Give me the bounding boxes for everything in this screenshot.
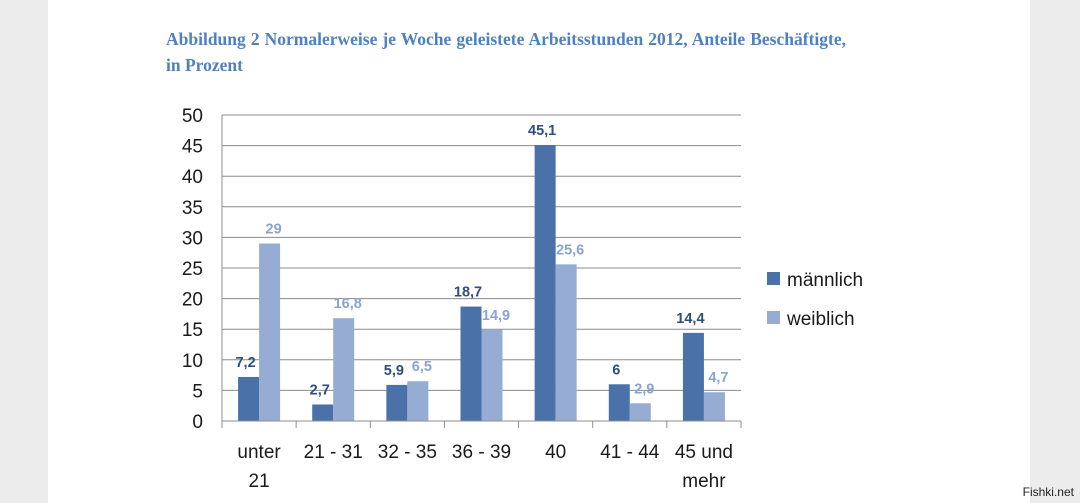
x-tick-label: 21	[249, 471, 270, 492]
bar-männlich	[238, 376, 260, 421]
bar-weiblich	[555, 264, 577, 421]
bar-männlich	[312, 404, 334, 421]
y-tick-label: 30	[182, 228, 203, 249]
y-tick-label: 50	[182, 106, 203, 127]
bar-weiblich	[629, 403, 651, 421]
bar-weiblich	[703, 392, 725, 421]
data-label: 4,7	[708, 370, 728, 386]
legend-swatch	[767, 272, 780, 285]
x-tick-label: 32 - 35	[378, 442, 437, 463]
data-label: 16,8	[334, 296, 362, 312]
data-label: 14,4	[676, 311, 704, 327]
bar-weiblich	[333, 318, 355, 421]
data-label: 18,7	[454, 285, 482, 301]
data-label: 6	[612, 362, 620, 378]
y-tick-label: 15	[182, 320, 203, 341]
bar-männlich	[608, 384, 630, 421]
x-tick-label: unter	[237, 442, 281, 463]
data-label: 14,9	[482, 308, 510, 324]
y-tick-label: 5	[192, 381, 203, 402]
bar-männlich	[534, 144, 556, 421]
bar-weiblich	[259, 243, 281, 421]
bar-männlich	[460, 306, 482, 421]
data-label: 45,1	[528, 123, 556, 139]
legend-label: weiblich	[786, 309, 855, 330]
watermark: Fishki.net	[1022, 485, 1074, 499]
data-label: 2,9	[634, 381, 654, 397]
bar-männlich	[386, 384, 408, 421]
bar-weiblich	[407, 381, 429, 421]
x-tick-label: mehr	[682, 471, 726, 492]
y-tick-label: 20	[182, 290, 203, 311]
y-tick-label: 10	[182, 351, 203, 372]
y-tick-label: 45	[182, 137, 203, 158]
x-tick-label: 45 und	[675, 442, 733, 463]
bar-weiblich	[481, 329, 503, 421]
legend-label: männlich	[787, 270, 863, 291]
data-label: 6,5	[412, 359, 432, 375]
x-tick-label: 36 - 39	[452, 442, 511, 463]
x-tick-label: 21 - 31	[304, 442, 363, 463]
y-tick-label: 35	[182, 198, 203, 219]
data-label: 29	[266, 222, 282, 238]
data-label: 2,7	[310, 382, 330, 398]
bar-männlich	[682, 332, 704, 421]
x-tick-label: 41 - 44	[600, 442, 660, 463]
chart-title: Abbildung 2 Normalerweise je Woche gelei…	[166, 29, 846, 75]
legend-swatch	[767, 311, 780, 324]
x-tick-label: 40	[545, 442, 566, 463]
data-label: 5,9	[384, 363, 404, 379]
y-tick-label: 0	[192, 412, 203, 433]
y-tick-label: 40	[182, 167, 203, 188]
y-tick-label: 25	[182, 259, 203, 280]
data-label: 7,2	[235, 355, 255, 371]
data-label: 25,6	[556, 242, 584, 258]
